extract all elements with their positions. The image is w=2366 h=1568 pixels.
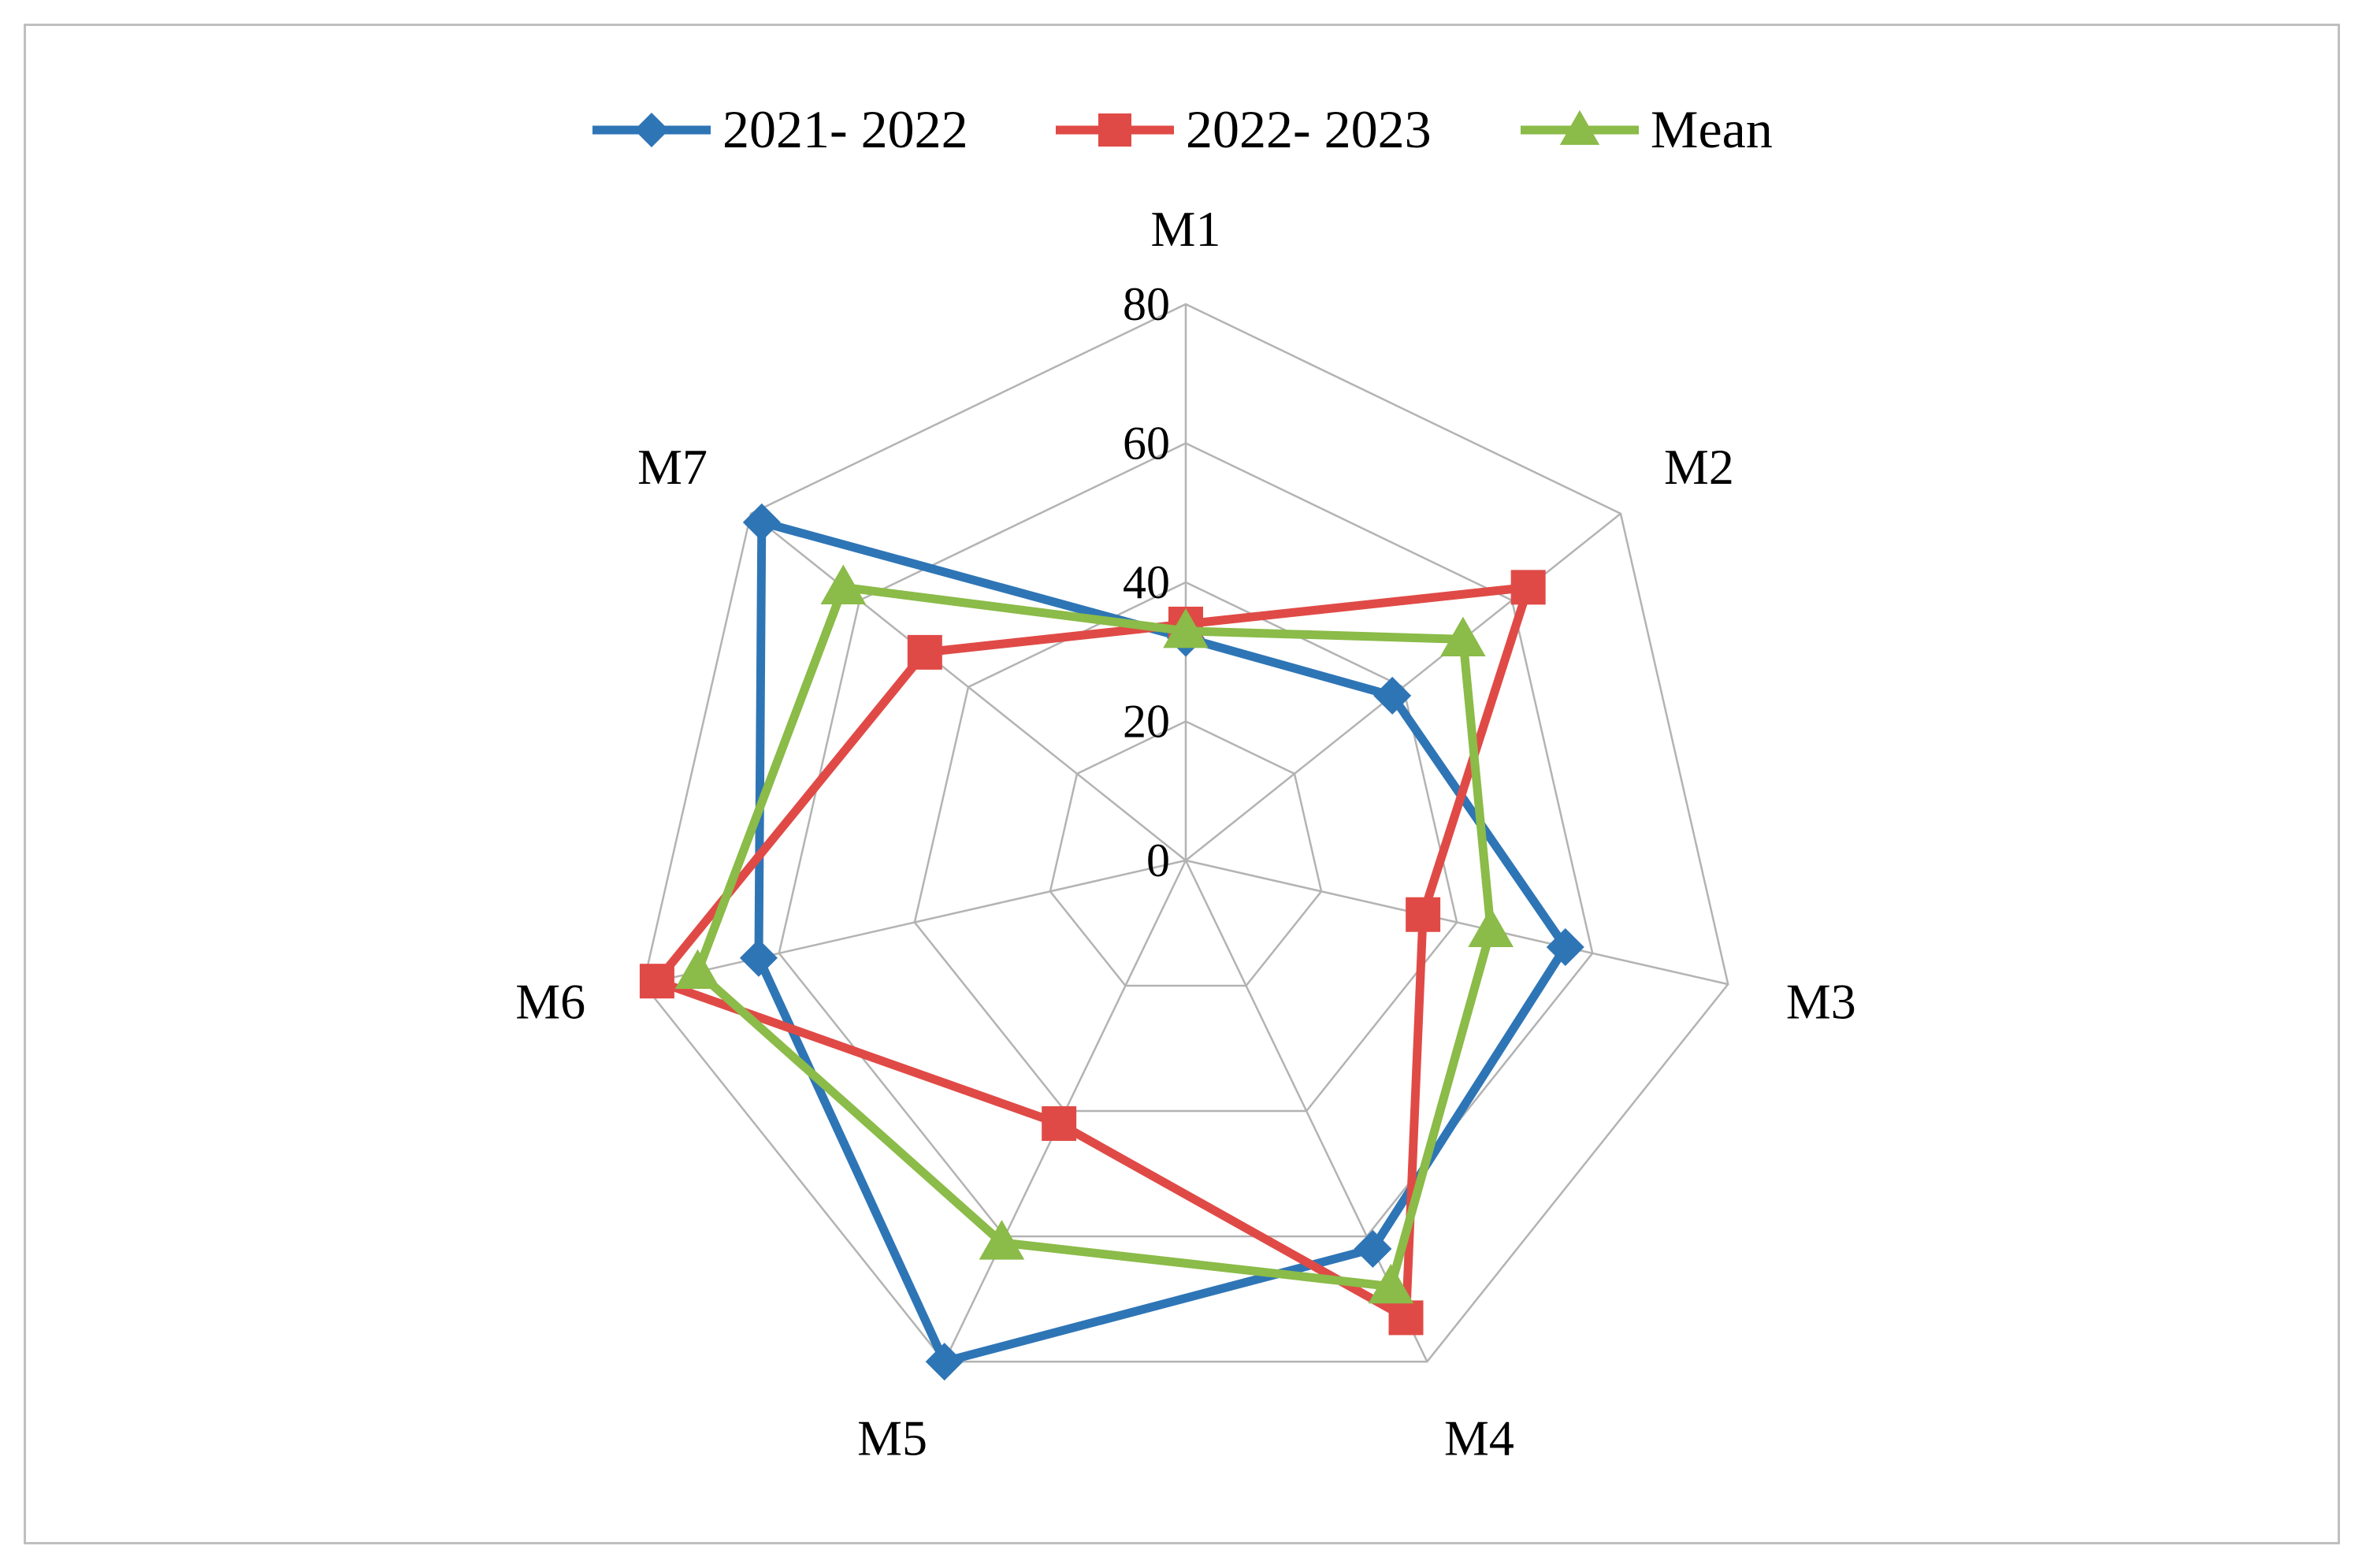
series-line <box>652 582 1533 1322</box>
axis-label-m6: M6 <box>515 973 585 1029</box>
legend[interactable]: 2021- 2022 2022- 2023 Mean <box>592 99 1773 159</box>
legend-item[interactable]: 2022- 2023 <box>1056 99 1432 159</box>
data-point-marker <box>1368 1263 1414 1304</box>
radial-tick-label: 40 <box>1123 556 1170 608</box>
data-point-marker <box>1468 907 1514 947</box>
radar-grid <box>642 303 1729 1363</box>
axis-spoke <box>1185 512 1621 861</box>
series-line <box>754 518 1570 1366</box>
axis-label-m3: M3 <box>1786 973 1856 1029</box>
legend-marker <box>1098 113 1131 147</box>
data-point-marker <box>1388 1300 1424 1336</box>
series-layer <box>639 503 1584 1381</box>
grid-ring <box>778 442 1594 1238</box>
data-point-marker <box>1042 1105 1077 1141</box>
series-line <box>693 582 1495 1291</box>
radial-tick-label: 60 <box>1123 418 1170 470</box>
radial-tick-label: 20 <box>1123 696 1170 748</box>
data-point-marker <box>1354 1229 1392 1268</box>
data-point-marker <box>739 938 778 977</box>
legend-marker <box>634 113 669 147</box>
chart-frame <box>24 24 2340 1544</box>
data-point-marker <box>674 949 721 989</box>
axis-spoke <box>643 859 1187 986</box>
axis-spoke <box>1185 859 1729 986</box>
data-point-marker <box>1546 927 1584 966</box>
axis-label-m4: M4 <box>1444 1410 1514 1466</box>
data-point-marker <box>1510 570 1546 605</box>
data-point-marker <box>1440 616 1486 656</box>
grid-ring <box>1049 720 1323 987</box>
legend-label: Mean <box>1651 99 1773 159</box>
data-point-marker <box>979 1220 1025 1260</box>
legend-label: 2022- 2023 <box>1186 99 1432 159</box>
series-2 <box>674 564 1514 1304</box>
legend-marker <box>1559 110 1600 145</box>
radial-tick-label: 80 <box>1123 278 1170 330</box>
axis-labels: M1 M2 M3 M4 M5 M6 M7 <box>515 201 1856 1466</box>
data-point-marker <box>742 503 781 541</box>
grid-ring <box>642 303 1729 1363</box>
legend-label: 2021- 2022 <box>722 99 968 159</box>
radial-tick-labels: 0 20 40 60 80 <box>1123 278 1170 886</box>
axis-label-m1: M1 <box>1151 201 1221 257</box>
data-point-marker <box>925 1343 964 1381</box>
data-point-marker <box>1163 608 1209 648</box>
data-point-marker <box>1406 897 1441 932</box>
data-point-marker <box>1373 676 1412 715</box>
axis-label-m5: M5 <box>857 1410 927 1466</box>
legend-item[interactable]: Mean <box>1521 99 1773 159</box>
axis-label-m2: M2 <box>1664 439 1734 495</box>
data-point-marker <box>639 964 674 999</box>
radial-tick-label: 0 <box>1146 834 1170 886</box>
axis-spoke <box>750 512 1187 861</box>
data-point-marker <box>820 564 867 604</box>
axis-label-m7: M7 <box>637 439 708 495</box>
legend-item[interactable]: 2021- 2022 <box>592 99 968 159</box>
data-point-marker <box>907 634 942 670</box>
